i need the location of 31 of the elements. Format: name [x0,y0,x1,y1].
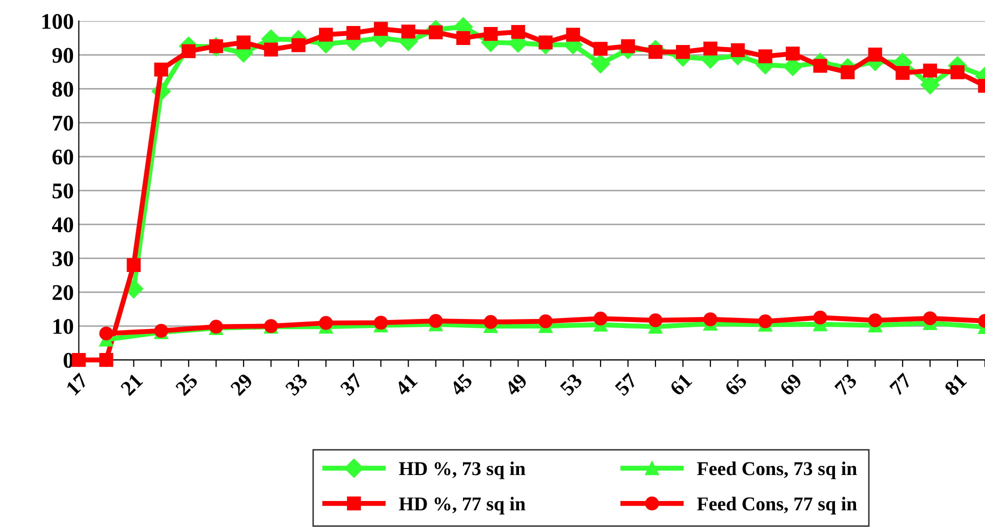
y-tick-label: 100 [42,14,74,30]
y-tick-label: 10 [54,318,74,334]
legend-label: Feed Cons, 77 sq in [697,496,857,514]
x-tick-label: 81 [944,372,968,396]
y-tick-label: 50 [52,183,74,198]
y-tick-label: 40 [52,217,74,232]
x-tick-label: 17 [66,372,89,396]
x-tick-label: 77 [889,372,912,396]
x-tick-label: 49 [504,372,528,397]
x-tick-label: 33 [284,372,308,396]
x-tick-label: 21 [120,372,144,396]
x-tick-label: 69 [779,372,803,396]
y-tick-label: 30 [52,251,74,266]
legend-label: Feed Cons, 73 sq in [697,462,857,480]
x-tick-label: 45 [449,372,474,397]
y-tick-label: 60 [52,150,74,165]
x-tick-label: 25 [174,372,198,396]
x-tick-label: 57 [614,372,638,396]
x-tick-label: 73 [834,372,858,396]
y-tick-label: 20 [52,285,74,300]
legend-label: HD %, 73 sq in [399,462,526,480]
legend-label: HD %, 77 sq in [399,496,526,514]
y-tick-label: 80 [52,82,74,97]
y-tick-label: 90 [52,48,74,63]
x-tick-label: 37 [340,372,364,396]
y-tick-label: 70 [52,116,74,131]
x-tick-label: 61 [669,372,693,396]
x-tick-label: 53 [559,372,583,396]
x-tick-label: 41 [394,373,418,396]
x-tick-label: 29 [230,372,254,396]
x-tick-label: 65 [724,372,748,396]
